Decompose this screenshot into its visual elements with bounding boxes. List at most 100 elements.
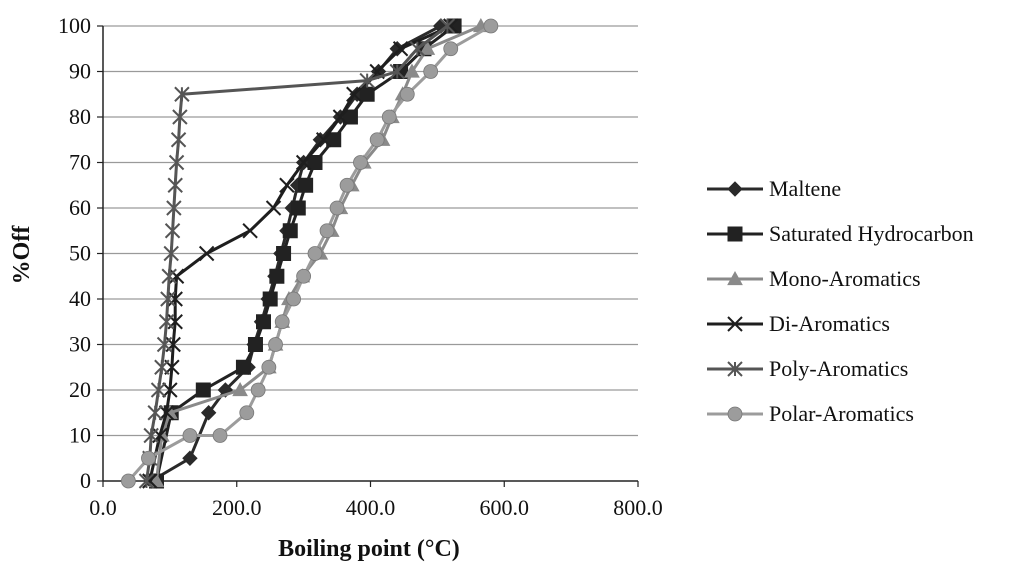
y-tick-label: 100 <box>58 13 91 38</box>
data-point <box>150 382 167 398</box>
series <box>142 18 459 489</box>
data-point <box>161 268 177 284</box>
legend-label: Poly-Aromatics <box>769 356 908 381</box>
data-point <box>198 245 215 262</box>
series <box>121 18 499 489</box>
data-point <box>419 40 436 55</box>
y-tick-label: 80 <box>69 104 91 129</box>
y-tick-label: 50 <box>69 241 91 266</box>
data-point <box>247 337 263 352</box>
y-tick-label: 10 <box>69 423 91 448</box>
y-tick-label: 90 <box>69 59 91 84</box>
data-point <box>166 200 182 216</box>
data-point <box>167 291 183 307</box>
data-point <box>154 359 170 375</box>
data-point <box>141 450 156 466</box>
data-point <box>307 155 323 170</box>
x-tick-label: 400.0 <box>346 495 396 520</box>
x-tick-label: 0.0 <box>89 495 117 520</box>
data-point <box>262 291 278 307</box>
data-point <box>279 177 295 193</box>
legend-label: Di-Aromatics <box>769 311 890 336</box>
data-point <box>261 359 277 375</box>
data-point <box>443 18 459 34</box>
legend-item: Polar-Aromatics <box>707 401 914 426</box>
data-point <box>200 405 217 421</box>
data-point <box>329 200 345 216</box>
legend-item: Saturated Hydrocarbon <box>707 221 974 246</box>
data-point <box>295 154 312 171</box>
legend-marker <box>727 270 743 286</box>
data-point <box>167 177 183 193</box>
data-point <box>160 291 176 307</box>
data-point <box>158 314 175 330</box>
data-point <box>326 132 342 148</box>
y-axis-title: %Off <box>9 225 35 285</box>
legend-label: Mono-Aromatics <box>769 266 921 291</box>
data-point <box>239 405 255 421</box>
legend-marker <box>727 181 743 197</box>
data-point <box>409 41 426 57</box>
data-point <box>307 246 323 261</box>
legend-item: Maltene <box>707 176 841 201</box>
data-point <box>439 18 456 34</box>
legend-label: Polar-Aromatics <box>769 401 914 426</box>
data-point <box>315 132 332 148</box>
series-line <box>148 24 452 482</box>
x-tick-labels: 0.0 200.0 400.0 600.0 800.0 <box>89 495 663 520</box>
data-point <box>182 450 198 466</box>
data-point <box>381 109 397 125</box>
data-point <box>392 41 409 57</box>
data-point <box>399 86 415 102</box>
data-point <box>212 428 228 443</box>
data-point <box>164 223 181 239</box>
series-line <box>145 24 449 482</box>
legend-marker <box>727 361 743 377</box>
data-point <box>274 314 290 330</box>
legend-label: Maltene <box>769 176 841 201</box>
data-point <box>250 382 266 398</box>
legend-item: Di-Aromatics <box>707 311 890 336</box>
data-point <box>268 337 283 352</box>
data-point <box>143 427 159 444</box>
legend-item: Poly-Aromatics <box>707 356 908 381</box>
data-point <box>286 291 301 307</box>
data-point <box>332 109 349 125</box>
data-point <box>138 473 155 489</box>
x-axis-title: Boiling point (°C) <box>278 536 460 562</box>
data-point <box>235 359 251 375</box>
data-point <box>339 177 355 193</box>
data-point <box>256 314 271 330</box>
axes <box>97 25 639 487</box>
plot-area <box>121 17 499 489</box>
data-point <box>162 382 178 398</box>
data-point <box>276 246 292 261</box>
data-point <box>242 223 258 239</box>
series <box>138 18 456 489</box>
data-point <box>423 64 439 79</box>
data-point <box>319 223 335 239</box>
data-point <box>168 268 185 284</box>
data-point <box>182 428 198 443</box>
data-point <box>443 41 459 57</box>
data-point <box>121 473 136 489</box>
data-point <box>163 245 179 262</box>
data-point <box>404 63 420 78</box>
data-point <box>359 72 375 89</box>
data-point <box>142 473 158 489</box>
legend-marker <box>727 226 743 242</box>
data-point <box>170 132 187 148</box>
data-point <box>269 268 285 284</box>
data-point <box>147 405 163 421</box>
legend-label: Saturated Hydrocarbon <box>769 221 974 246</box>
data-point <box>296 268 312 284</box>
data-point <box>346 86 362 102</box>
legend-item: Mono-Aromatics <box>707 266 921 291</box>
legend: Maltene Saturated Hydrocarbon Mono-Aromati… <box>707 176 974 426</box>
data-point <box>369 132 385 148</box>
data-point <box>168 154 185 171</box>
data-point <box>265 200 282 216</box>
data-point <box>483 18 499 34</box>
y-tick-label: 20 <box>69 377 91 402</box>
